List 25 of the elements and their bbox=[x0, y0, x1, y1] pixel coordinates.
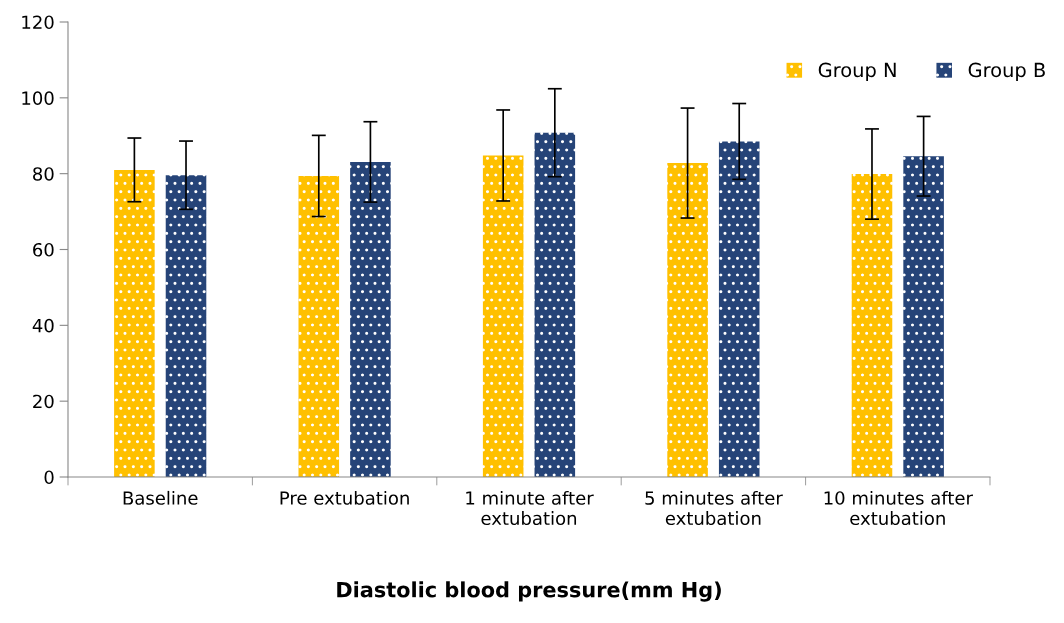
y-tick-label: 80 bbox=[33, 167, 54, 181]
y-tick-label: 120 bbox=[22, 15, 54, 30]
x-tick-label: Baseline bbox=[123, 490, 198, 505]
y-tick-label: 100 bbox=[22, 91, 54, 105]
x-tick-label: 5 minutes after extubation bbox=[645, 490, 783, 526]
x-axis-title: Diastolic blood pressure(mm Hg) bbox=[337, 581, 721, 602]
bar bbox=[667, 163, 708, 477]
bar bbox=[350, 161, 391, 477]
legend-label: Group N bbox=[818, 62, 896, 82]
bar bbox=[298, 175, 340, 477]
bar bbox=[718, 141, 760, 477]
legend-label: Group B bbox=[968, 62, 1045, 82]
bar bbox=[851, 174, 893, 477]
x-tick-label: Pre extubation bbox=[280, 490, 409, 505]
x-tick-label: 1 minute after extubation bbox=[466, 490, 594, 526]
y-tick-label: 60 bbox=[33, 242, 54, 257]
y-tick-label: 0 bbox=[44, 470, 54, 485]
bar bbox=[114, 169, 155, 477]
bar bbox=[534, 132, 576, 477]
bar bbox=[903, 156, 944, 477]
y-tick-label: 40 bbox=[32, 318, 54, 333]
bar bbox=[482, 155, 524, 477]
y-tick-label: 20 bbox=[33, 394, 54, 409]
x-tick-label: 10 minutes after extubation bbox=[824, 490, 973, 526]
bar bbox=[165, 175, 207, 477]
